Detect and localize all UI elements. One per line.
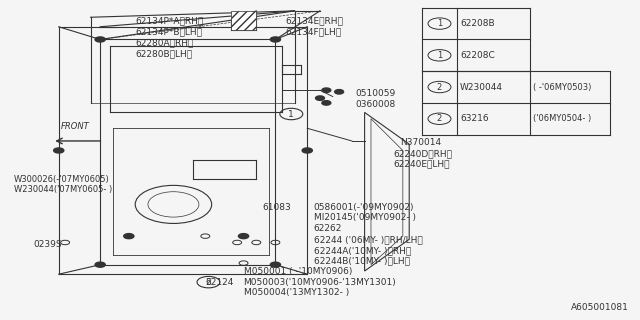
Circle shape (270, 262, 280, 267)
Text: 1: 1 (289, 109, 294, 118)
Text: W300026(-'07MY0605): W300026(-'07MY0605) (14, 174, 110, 184)
Text: 62244A('10MY- )〈RH〉: 62244A('10MY- )〈RH〉 (314, 246, 411, 255)
Circle shape (316, 96, 324, 100)
Text: 0586001(-'09MY0902): 0586001(-'09MY0902) (314, 203, 414, 212)
Text: 62208B: 62208B (460, 19, 495, 28)
Text: 62124: 62124 (205, 278, 234, 287)
Text: 62280A〈RH〉: 62280A〈RH〉 (135, 39, 193, 48)
Text: W230044('07MY0605- ): W230044('07MY0605- ) (14, 185, 113, 194)
Circle shape (239, 234, 248, 239)
Text: 62244B('10MY- )〈LH〉: 62244B('10MY- )〈LH〉 (314, 256, 410, 265)
Text: 0239S: 0239S (33, 240, 62, 249)
Text: 62134F〈LH〉: 62134F〈LH〉 (285, 27, 341, 36)
Text: 1: 1 (437, 19, 442, 28)
Circle shape (302, 148, 312, 153)
Text: 62134P*B〈LH〉: 62134P*B〈LH〉 (135, 27, 202, 36)
Text: M050001 ( -'10MY0906): M050001 ( -'10MY0906) (244, 267, 352, 276)
Text: 62244 ('06MY- )〈RH/LH〉: 62244 ('06MY- )〈RH/LH〉 (314, 236, 422, 244)
Text: 62240D〈RH〉: 62240D〈RH〉 (394, 149, 452, 158)
Text: 1: 1 (437, 51, 442, 60)
Text: 62134P*A〈RH〉: 62134P*A〈RH〉 (135, 16, 204, 25)
Text: 62280B〈LH〉: 62280B〈LH〉 (135, 49, 193, 58)
Text: 0510059: 0510059 (355, 89, 396, 98)
Circle shape (124, 234, 134, 239)
Text: 0360008: 0360008 (355, 100, 396, 109)
Text: FRONT: FRONT (60, 123, 89, 132)
Circle shape (335, 90, 344, 94)
Circle shape (270, 37, 280, 42)
Text: N370014: N370014 (399, 138, 441, 147)
Text: A605001081: A605001081 (571, 303, 629, 312)
Circle shape (54, 148, 64, 153)
Text: 2: 2 (437, 83, 442, 92)
Text: 61083: 61083 (262, 203, 291, 212)
Text: 62240E〈LH〉: 62240E〈LH〉 (394, 160, 450, 169)
Bar (231, 11, 256, 30)
Circle shape (322, 88, 331, 92)
Text: 62262: 62262 (314, 224, 342, 233)
Text: 62208C: 62208C (460, 51, 495, 60)
Text: W230044: W230044 (460, 83, 503, 92)
Circle shape (322, 101, 331, 105)
Text: ('06MY0504- ): ('06MY0504- ) (534, 114, 592, 123)
Text: M050003('10MY0906-'13MY1301): M050003('10MY0906-'13MY1301) (244, 278, 396, 287)
Text: 2: 2 (437, 114, 442, 123)
Text: 62134E〈RH〉: 62134E〈RH〉 (285, 16, 343, 25)
Text: ( -'06MY0503): ( -'06MY0503) (534, 83, 592, 92)
Text: 2: 2 (205, 278, 211, 287)
Text: MI20145('09MY0902- ): MI20145('09MY0902- ) (314, 213, 415, 222)
Circle shape (95, 37, 105, 42)
Text: M050004('13MY1302- ): M050004('13MY1302- ) (244, 288, 349, 297)
Text: 63216: 63216 (460, 114, 489, 123)
Circle shape (95, 262, 105, 267)
